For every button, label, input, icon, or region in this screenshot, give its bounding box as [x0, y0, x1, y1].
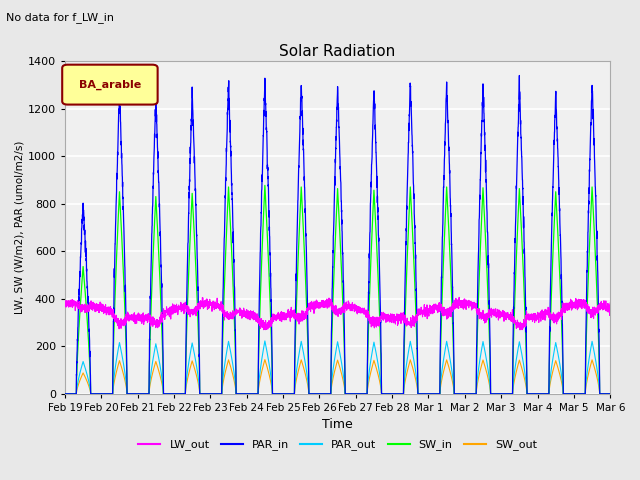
- Title: Solar Radiation: Solar Radiation: [280, 44, 396, 59]
- Text: BA_arable: BA_arable: [79, 80, 141, 90]
- FancyBboxPatch shape: [62, 65, 157, 105]
- Legend: LW_out, PAR_in, PAR_out, SW_in, SW_out: LW_out, PAR_in, PAR_out, SW_in, SW_out: [134, 435, 541, 455]
- Text: No data for f_LW_in: No data for f_LW_in: [6, 12, 115, 23]
- Y-axis label: LW, SW (W/m2), PAR (umol/m2/s): LW, SW (W/m2), PAR (umol/m2/s): [15, 141, 25, 314]
- X-axis label: Time: Time: [322, 419, 353, 432]
